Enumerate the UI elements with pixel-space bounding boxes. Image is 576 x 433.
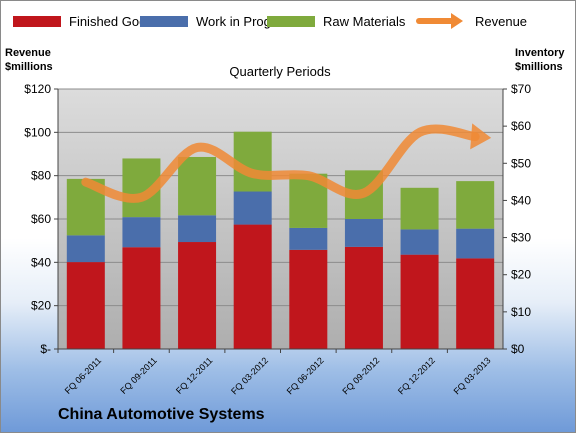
legend-item-raw-materials: Raw Materials (267, 14, 406, 29)
right-tick-label: $10 (511, 305, 531, 319)
bar-raw-materials (178, 156, 217, 216)
bar-raw-materials (456, 181, 495, 229)
bar-work-in-progress (289, 227, 328, 250)
legend-label: Raw Materials (323, 14, 406, 29)
right-axis-label-line2: $millions (515, 61, 563, 73)
legend-arrowhead (451, 13, 463, 29)
right-tick-label: $40 (511, 193, 531, 207)
chart-title: Quarterly Periods (229, 64, 331, 79)
left-axis-label-line1: Revenue (5, 47, 51, 59)
x-tick-label: FQ 03-2013 (452, 355, 493, 396)
revenue-arrowhead (470, 123, 492, 150)
right-tick-label: $30 (511, 231, 531, 245)
left-tick-label: $60 (31, 212, 51, 226)
bar-work-in-progress (456, 228, 495, 259)
right-tick-label: $60 (511, 119, 531, 133)
x-tick-label: FQ 12-2012 (396, 355, 437, 396)
bar-finished-goods (456, 258, 495, 349)
bar-finished-goods (122, 247, 161, 349)
legend-label: Finished Goods (69, 14, 161, 29)
revenue-line (81, 123, 492, 203)
right-tick-label: $70 (511, 82, 531, 96)
right-tick-label: $0 (511, 342, 525, 356)
left-tick-label: $120 (24, 82, 51, 96)
left-tick-label: $- (40, 342, 51, 356)
bar-finished-goods (289, 249, 328, 349)
x-tick-label: FQ 06-2011 (63, 355, 104, 396)
x-tick-label: FQ 06-2012 (285, 355, 326, 396)
left-tick-label: $20 (31, 299, 51, 313)
legend-item-finished-goods: Finished Goods (13, 14, 161, 29)
bar-finished-goods (178, 242, 217, 349)
left-tick-label: $100 (24, 125, 51, 139)
legend: Finished Goods Work in Progress Raw Materi… (13, 13, 527, 29)
bar-finished-goods (400, 254, 439, 349)
right-axis-label-line1: Inventory (515, 47, 565, 59)
legend-swatch (267, 16, 315, 27)
bar-raw-materials (233, 131, 272, 192)
legend-swatch (140, 16, 188, 27)
legend-item-revenue: Revenue (416, 13, 527, 29)
legend-label: Revenue (475, 14, 527, 29)
legend-swatch (13, 16, 61, 27)
bar-work-in-progress (233, 191, 272, 225)
x-tick-label: FQ 03-2012 (229, 355, 270, 396)
x-tick-label: FQ 12-2011 (174, 355, 215, 396)
bar-work-in-progress (400, 229, 439, 255)
left-axis-label-line2: $millions (5, 61, 53, 73)
x-tick-label: FQ 09-2011 (118, 355, 159, 396)
left-tick-label: $80 (31, 169, 51, 183)
left-tick-label: $40 (31, 255, 51, 269)
x-tick-label: FQ 09-2012 (340, 355, 381, 396)
bar-finished-goods (344, 246, 383, 349)
bar-finished-goods (233, 224, 272, 349)
bar-finished-goods (66, 262, 105, 349)
bar-work-in-progress (344, 219, 383, 247)
revenue-line-path (81, 124, 480, 203)
right-tick-label: $50 (511, 156, 531, 170)
bar-work-in-progress (178, 215, 217, 243)
bar-work-in-progress (122, 217, 161, 248)
company-name: China Automotive Systems (58, 406, 265, 423)
right-tick-label: $20 (511, 268, 531, 282)
bar-work-in-progress (66, 235, 105, 263)
bar-raw-materials (400, 187, 439, 230)
